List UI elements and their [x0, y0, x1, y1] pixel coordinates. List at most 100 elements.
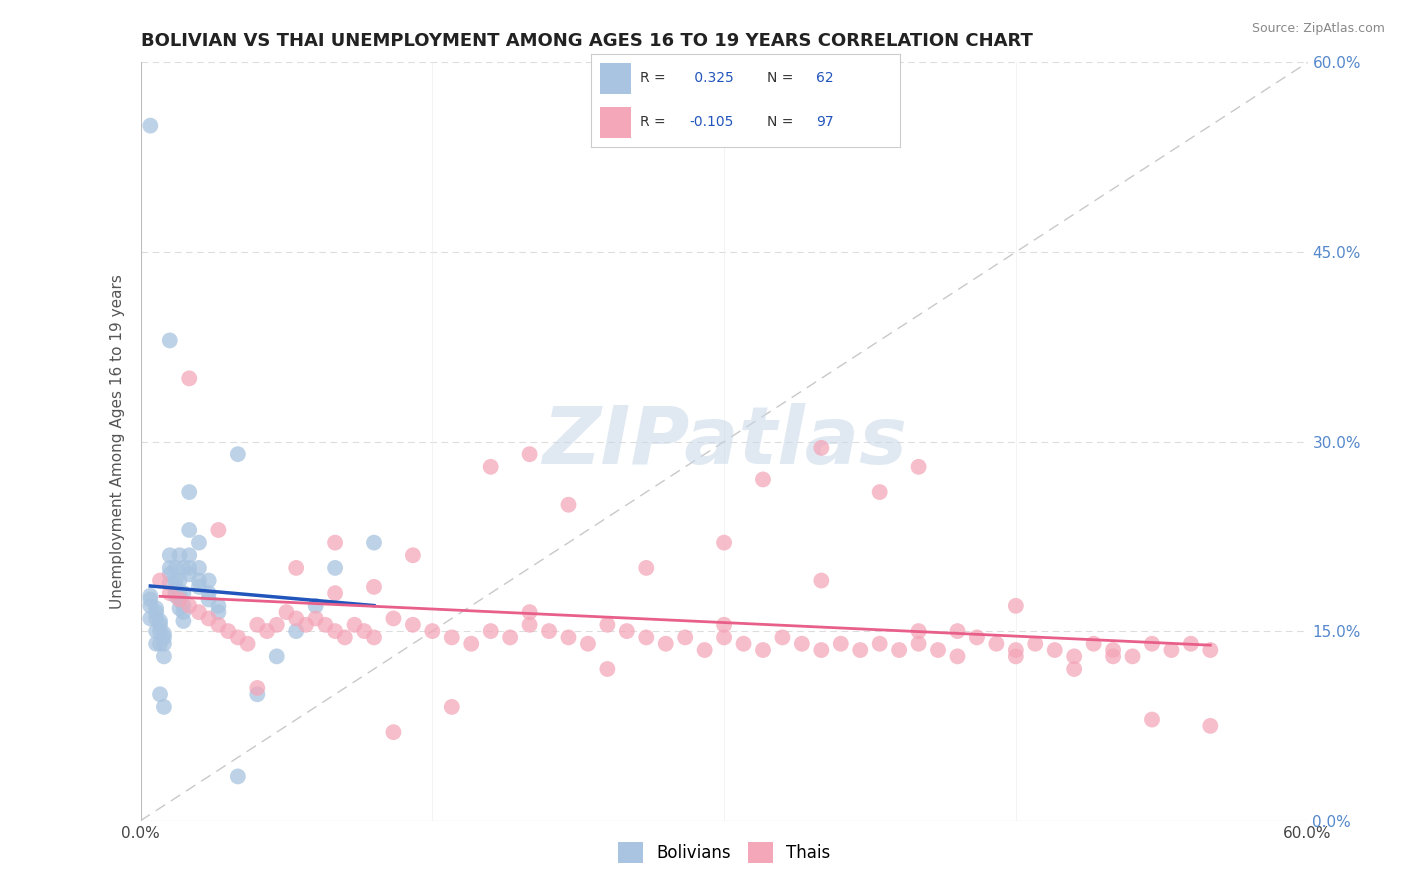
- Point: [207, 523, 229, 537]
- Point: [440, 631, 463, 645]
- Text: -0.105: -0.105: [689, 115, 734, 129]
- Point: [810, 643, 832, 657]
- Point: [197, 592, 219, 607]
- Point: [1140, 637, 1163, 651]
- Text: N =: N =: [766, 115, 793, 129]
- Point: [655, 637, 678, 651]
- Point: [713, 631, 735, 645]
- Point: [790, 637, 813, 651]
- Point: [246, 687, 269, 701]
- Point: [207, 599, 229, 613]
- Point: [946, 624, 969, 639]
- Point: [149, 614, 172, 628]
- Point: [1180, 637, 1202, 651]
- Point: [402, 617, 425, 632]
- Point: [616, 624, 638, 639]
- Point: [636, 631, 658, 645]
- Point: [907, 459, 929, 474]
- Point: [986, 637, 1008, 651]
- Point: [772, 631, 794, 645]
- Point: [165, 561, 187, 575]
- Point: [1005, 649, 1028, 664]
- Point: [246, 681, 269, 695]
- Point: [946, 649, 969, 664]
- Point: [733, 637, 755, 651]
- Point: [226, 447, 249, 461]
- Point: [139, 119, 162, 133]
- Point: [169, 592, 191, 607]
- Point: [1199, 643, 1222, 657]
- Point: [207, 617, 229, 632]
- Point: [179, 567, 201, 582]
- Text: 62: 62: [817, 71, 834, 86]
- Point: [1160, 643, 1182, 657]
- Point: [159, 548, 181, 563]
- Point: [169, 592, 191, 607]
- Point: [165, 574, 187, 588]
- Point: [226, 769, 249, 783]
- Point: [402, 548, 425, 563]
- Point: [869, 485, 891, 500]
- Point: [1140, 713, 1163, 727]
- Point: [256, 624, 278, 639]
- Point: [149, 617, 172, 632]
- Point: [169, 574, 191, 588]
- Point: [145, 601, 167, 615]
- Point: [460, 637, 482, 651]
- Point: [246, 617, 269, 632]
- Point: [519, 447, 541, 461]
- Point: [343, 617, 366, 632]
- Point: [139, 589, 162, 603]
- Point: [323, 561, 346, 575]
- Legend: Bolivians, Thais: Bolivians, Thais: [612, 836, 837, 869]
- Point: [869, 637, 891, 651]
- Point: [188, 535, 211, 549]
- Point: [139, 592, 162, 607]
- Point: [266, 617, 288, 632]
- Point: [172, 614, 194, 628]
- Point: [153, 699, 176, 714]
- Point: [207, 605, 229, 619]
- Point: [353, 624, 375, 639]
- Point: [188, 561, 211, 575]
- Point: [226, 631, 249, 645]
- Point: [285, 624, 308, 639]
- Point: [1102, 643, 1125, 657]
- Point: [363, 580, 385, 594]
- Point: [1005, 643, 1028, 657]
- Text: ZIPatlas: ZIPatlas: [541, 402, 907, 481]
- Point: [149, 637, 172, 651]
- Point: [519, 605, 541, 619]
- Point: [636, 561, 658, 575]
- Point: [323, 586, 346, 600]
- Point: [149, 687, 172, 701]
- Point: [159, 561, 181, 575]
- Point: [1063, 649, 1085, 664]
- Point: [169, 586, 191, 600]
- Point: [285, 611, 308, 625]
- Point: [927, 643, 949, 657]
- Point: [1083, 637, 1105, 651]
- Point: [169, 548, 191, 563]
- Point: [1122, 649, 1144, 664]
- Text: 97: 97: [817, 115, 834, 129]
- Point: [179, 548, 201, 563]
- Point: [179, 523, 201, 537]
- Point: [153, 649, 176, 664]
- Point: [153, 637, 176, 651]
- Point: [165, 580, 187, 594]
- Point: [966, 631, 988, 645]
- Point: [479, 459, 502, 474]
- Y-axis label: Unemployment Among Ages 16 to 19 years: Unemployment Among Ages 16 to 19 years: [110, 274, 125, 609]
- Point: [159, 567, 181, 582]
- Point: [145, 624, 167, 639]
- Point: [153, 626, 176, 640]
- Point: [810, 574, 832, 588]
- Point: [1024, 637, 1046, 651]
- Point: [1005, 599, 1028, 613]
- Point: [179, 599, 201, 613]
- Point: [830, 637, 852, 651]
- Point: [139, 599, 162, 613]
- Text: R =: R =: [640, 115, 665, 129]
- Point: [276, 605, 298, 619]
